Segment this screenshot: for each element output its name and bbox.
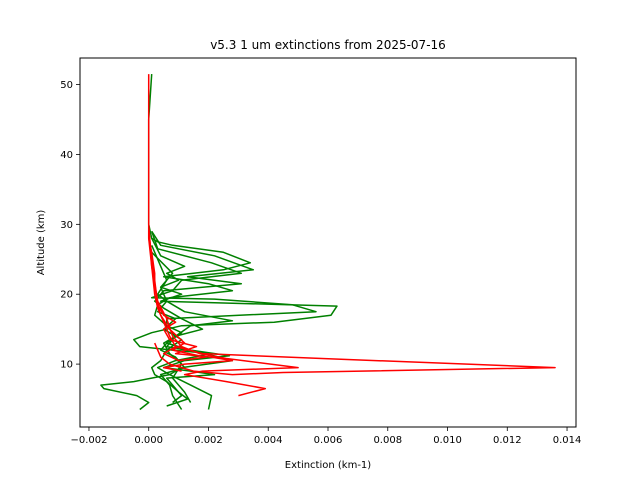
x-tick-label: 0.002 (194, 435, 223, 446)
series-line-red-8 (147, 224, 299, 397)
x-tick-label: 0.004 (254, 435, 283, 446)
y-axis: 10 20 30 40 50 (60, 80, 80, 371)
series-line-red-10 (147, 238, 207, 362)
chart-title: v5.3 1 um extinctions from 2025-07-16 (210, 38, 446, 52)
x-axis: −0.002 0.000 0.002 0.004 0.006 0.008 0.010 0.01… (70, 427, 581, 446)
x-tick-label: 0.000 (134, 435, 163, 446)
y-tick-label: 30 (60, 220, 73, 231)
y-axis-label: Altitude (km) (36, 210, 47, 276)
x-axis-label: Extinction (km-1) (285, 460, 372, 471)
y-tick-label: 20 (60, 290, 73, 301)
x-tick-label: −0.002 (70, 435, 107, 446)
x-tick-label: 0.010 (433, 435, 462, 446)
y-tick-label: 10 (60, 360, 73, 371)
series-line-green-4 (100, 237, 338, 411)
x-tick-label: 0.006 (314, 435, 343, 446)
x-tick-label: 0.012 (493, 435, 522, 446)
x-tick-label: 0.014 (553, 435, 582, 446)
y-tick-label: 40 (60, 150, 73, 161)
series-line-green-2 (151, 230, 255, 410)
y-tick-label: 50 (60, 80, 73, 91)
series-layer (100, 74, 556, 411)
x-tick-label: 0.008 (373, 435, 402, 446)
